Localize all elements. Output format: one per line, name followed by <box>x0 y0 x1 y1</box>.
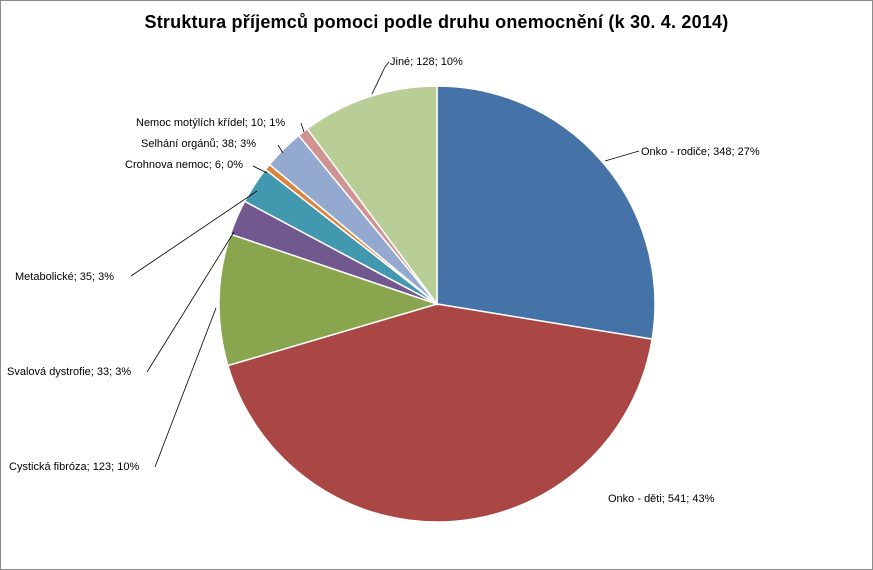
leader-line-8 <box>300 122 305 133</box>
data-label-8: Nemoc motýlích křídel; 10; 1% <box>136 117 285 129</box>
leader-line-4 <box>146 231 235 373</box>
pie-slice-1 <box>436 85 656 340</box>
data-label-6: Crohnova nemoc; 6; 0% <box>125 159 243 171</box>
data-label-5: Metabolické; 35; 3% <box>15 271 114 283</box>
chart-title: Struktura příjemců pomoci podle druhu on… <box>144 12 729 32</box>
data-label-9: Jiné; 128; 10% <box>390 56 463 68</box>
leader-line-5 <box>130 190 258 277</box>
leader-tick-2 <box>384 61 390 68</box>
leader-line-9 <box>371 66 386 95</box>
data-label-4: Svalová dystrofie; 33; 3% <box>7 366 131 378</box>
leader-tick-1 <box>604 150 640 162</box>
data-label-7: Selhání orgánů; 38; 3% <box>141 138 256 150</box>
data-label-1: Onko - rodiče; 348; 27% <box>641 146 760 158</box>
pie-slice-9 <box>306 85 438 307</box>
data-label-3: Cystická fibróza; 123; 10% <box>9 461 139 473</box>
leader-line-7 <box>277 144 284 154</box>
data-label-2: Onko - děti; 541; 43% <box>608 493 715 505</box>
pie-slice-2 <box>226 303 654 523</box>
leader-line-6 <box>252 165 268 174</box>
leader-line-3 <box>154 307 217 468</box>
